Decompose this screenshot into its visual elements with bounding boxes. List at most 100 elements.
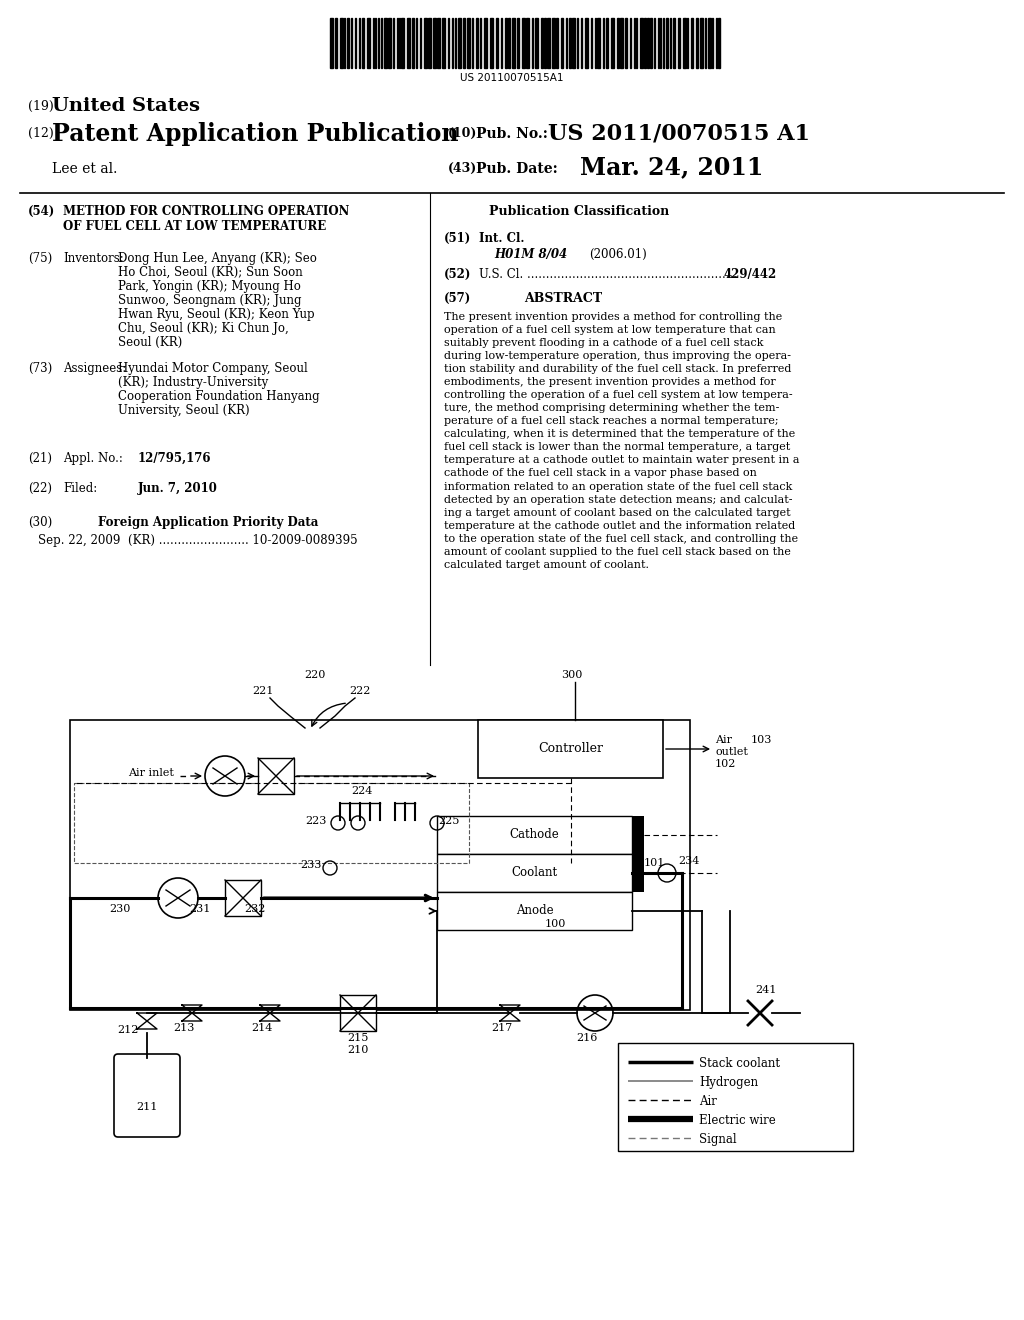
Bar [686, 18, 688, 69]
Text: (30): (30) [28, 516, 52, 529]
Bar [716, 18, 717, 69]
Text: 224: 224 [351, 785, 373, 796]
Bar [455, 18, 456, 69]
Text: Ho Choi, Seoul (KR); Sun Soon: Ho Choi, Seoul (KR); Sun Soon [118, 267, 303, 279]
Bar [516, 18, 519, 69]
Bar [258, 758, 294, 795]
Bar [644, 18, 646, 69]
Text: Appl. No.:: Appl. No.: [63, 451, 123, 465]
Bar [437, 816, 632, 854]
Text: 210: 210 [347, 1045, 369, 1055]
Bar [572, 18, 575, 69]
Bar [475, 18, 478, 69]
Bar [653, 18, 655, 69]
Bar [496, 18, 498, 69]
Bar [346, 18, 348, 69]
Text: Foreign Application Priority Data: Foreign Application Priority Data [98, 516, 318, 529]
Text: 213: 213 [173, 1023, 195, 1034]
Bar [695, 18, 698, 69]
Bar [616, 18, 618, 69]
Text: Cathode: Cathode [510, 829, 559, 842]
Bar [569, 18, 570, 69]
Bar [632, 816, 644, 892]
Bar [330, 18, 333, 69]
Bar [522, 18, 525, 69]
Bar [683, 18, 685, 69]
Bar [442, 18, 445, 69]
Text: 215: 215 [347, 1034, 369, 1043]
Bar [606, 18, 607, 69]
Text: 230: 230 [110, 904, 131, 913]
Text: 217: 217 [492, 1023, 513, 1034]
Bar [650, 18, 652, 69]
Text: Jun. 7, 2010: Jun. 7, 2010 [138, 482, 218, 495]
Text: United States: United States [52, 96, 200, 115]
Text: (43): (43) [449, 162, 477, 176]
Text: (KR); Industry-University: (KR); Industry-University [118, 376, 268, 389]
Text: 220: 220 [304, 671, 326, 680]
Bar [484, 18, 486, 69]
Bar [433, 18, 435, 69]
Text: US 2011/0070515 A1: US 2011/0070515 A1 [548, 121, 810, 144]
Text: (73): (73) [28, 362, 52, 375]
Text: 221: 221 [252, 686, 273, 696]
Bar [691, 18, 692, 69]
Bar [479, 18, 481, 69]
Text: (19): (19) [28, 100, 53, 114]
Text: Mar. 24, 2011: Mar. 24, 2011 [580, 154, 763, 180]
Bar [620, 18, 623, 69]
Bar [535, 18, 538, 69]
Text: 429/442: 429/442 [724, 268, 777, 281]
Text: 103: 103 [751, 735, 772, 744]
Text: 216: 216 [577, 1034, 598, 1043]
Text: Park, Yongin (KR); Myoung Ho: Park, Yongin (KR); Myoung Ho [118, 280, 301, 293]
Bar [556, 18, 558, 69]
Text: Air: Air [715, 735, 732, 744]
Text: Coolant: Coolant [511, 866, 557, 879]
Text: 231: 231 [189, 904, 211, 913]
Text: Publication Classification: Publication Classification [489, 205, 670, 218]
Text: 101: 101 [644, 858, 666, 869]
Bar [585, 18, 588, 69]
Text: Sep. 22, 2009: Sep. 22, 2009 [38, 535, 121, 546]
Text: (12): (12) [28, 127, 53, 140]
Bar [591, 18, 592, 69]
Bar [74, 783, 469, 863]
Bar [407, 18, 410, 69]
Bar [508, 18, 510, 69]
Bar [505, 18, 507, 69]
Text: Hyundai Motor Company, Seoul: Hyundai Motor Company, Seoul [118, 362, 308, 375]
Text: ABSTRACT: ABSTRACT [524, 292, 602, 305]
Text: Int. Cl.: Int. Cl. [479, 232, 524, 246]
Bar [618, 1043, 853, 1151]
Text: (52): (52) [444, 268, 471, 281]
Text: Pub. Date:: Pub. Date: [476, 162, 558, 176]
Text: Signal: Signal [699, 1133, 736, 1146]
Text: 300: 300 [561, 671, 583, 680]
Bar [700, 18, 703, 69]
Bar [526, 18, 529, 69]
Text: Chu, Seoul (KR); Ki Chun Jo,: Chu, Seoul (KR); Ki Chun Jo, [118, 322, 289, 335]
Text: outlet: outlet [715, 747, 748, 756]
Bar [424, 18, 427, 69]
Text: 12/795,176: 12/795,176 [138, 451, 212, 465]
Text: Air inlet: Air inlet [128, 768, 174, 777]
Text: Electric wire: Electric wire [699, 1114, 776, 1127]
Text: Cooperation Foundation Hanyang: Cooperation Foundation Hanyang [118, 389, 319, 403]
Bar [412, 18, 414, 69]
Text: 211: 211 [136, 1102, 158, 1113]
Bar [384, 18, 386, 69]
Bar [552, 18, 555, 69]
Text: Lee et al.: Lee et al. [52, 162, 118, 176]
Bar [401, 18, 404, 69]
Text: (57): (57) [444, 292, 471, 305]
Bar [340, 18, 342, 69]
Bar [625, 18, 627, 69]
Text: Filed:: Filed: [63, 482, 97, 495]
Bar [467, 18, 469, 69]
Bar [335, 18, 337, 69]
Bar [541, 18, 543, 69]
Bar [657, 18, 659, 69]
Bar [663, 18, 664, 69]
Text: (KR) ........................ 10-2009-0089395: (KR) ........................ 10-2009-00… [128, 535, 357, 546]
